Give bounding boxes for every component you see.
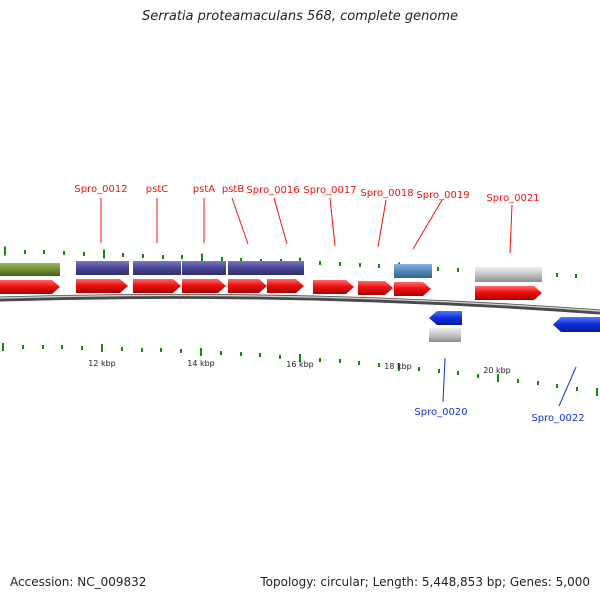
forward-gene-arrow (228, 279, 267, 293)
feature-box (182, 261, 226, 275)
forward-gene-arrow (394, 282, 431, 296)
genome-backbone-highlight (0, 294, 600, 312)
feature-track (0, 261, 542, 342)
scale-label-20kbp: 20 kbp (483, 366, 511, 375)
gene-label-spro-0016: Spro_0016 (246, 185, 299, 196)
gene-label-spro-0018: Spro_0018 (360, 188, 413, 199)
forward-gene-arrow (182, 279, 226, 293)
forward-label-leaders (100, 197, 513, 254)
forward-gene-arrow (133, 279, 181, 293)
feature-box (429, 328, 461, 342)
gene-label-spro-0020: Spro_0020 (414, 407, 467, 418)
forward-gene-arrow (267, 279, 304, 293)
scale-label-12kbp: 12 kbp (88, 359, 116, 368)
forward-gene-arrow (475, 286, 542, 300)
map-title: Serratia proteamaculans 568, complete ge… (141, 9, 459, 24)
scale-label-18kbp: 18 kbp (384, 362, 412, 371)
accession-text: Accession: NC_009832 (10, 575, 147, 589)
gene-label-spro-0017: Spro_0017 (303, 185, 356, 196)
gene-label-spro-0019: Spro_0019 (416, 190, 469, 201)
genome-summary-text: Topology: circular; Length: 5,448,853 bp… (260, 575, 590, 589)
feature-box (475, 267, 542, 282)
feature-box (0, 263, 60, 276)
gene-label-pstb: pstB (222, 184, 244, 195)
reverse-gene-arrow (429, 311, 462, 325)
feature-box (228, 261, 268, 275)
gene-label-spro-0021: Spro_0021 (486, 193, 539, 204)
genome-backbone (0, 293, 600, 315)
feature-box (76, 261, 129, 275)
forward-genes (0, 279, 542, 300)
reverse-genes (429, 311, 600, 332)
gene-label-pstc: pstC (146, 184, 168, 195)
forward-gene-arrow (76, 279, 128, 293)
scale-label-16kbp: 16 kbp (286, 360, 314, 369)
gene-label-psta: pstA (193, 184, 215, 195)
reverse-gene-arrow (553, 317, 600, 332)
forward-gene-arrow (358, 281, 393, 295)
forward-gene-arrow (313, 280, 354, 294)
feature-box (268, 261, 304, 275)
forward-gene-arrow (0, 280, 60, 294)
scale-label-14kbp: 14 kbp (187, 359, 215, 368)
reverse-label-leaders (442, 357, 577, 407)
gene-label-spro-0022: Spro_0022 (531, 413, 584, 424)
gene-label-spro-0012: Spro_0012 (74, 184, 127, 195)
feature-box (394, 264, 432, 278)
feature-box (133, 261, 181, 275)
